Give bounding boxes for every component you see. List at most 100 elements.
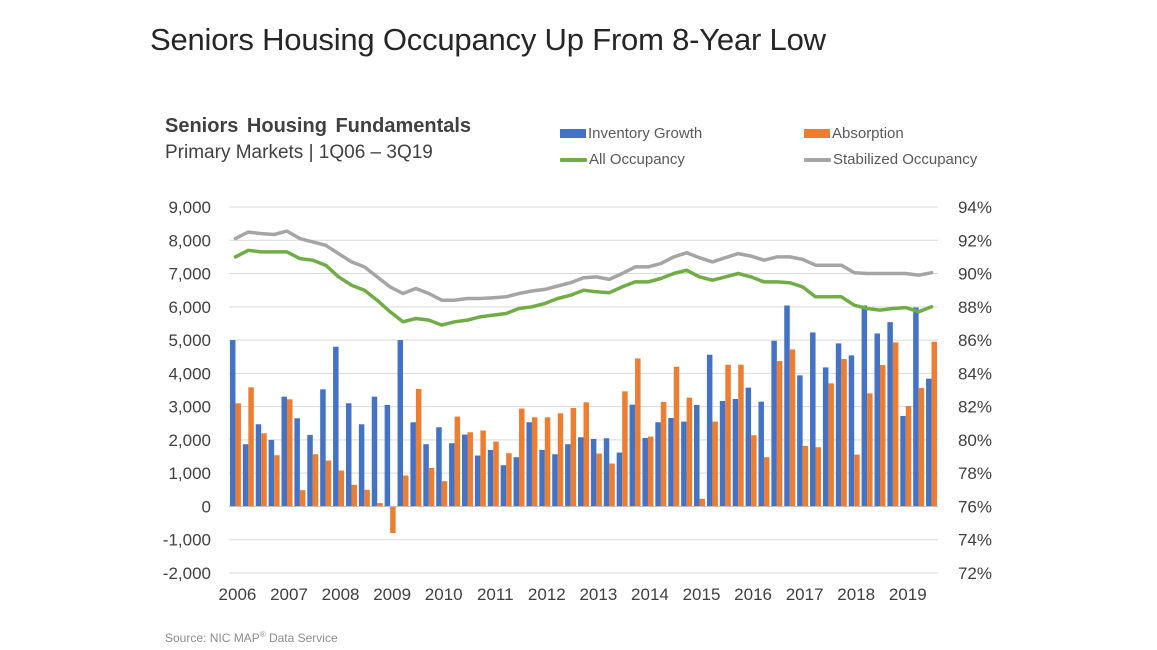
x-tick-label: 2015 — [683, 585, 721, 604]
bar-absorption — [248, 387, 254, 507]
bar-inventory-growth — [758, 401, 764, 507]
bar-inventory-growth — [423, 444, 429, 507]
bar-inventory-growth — [345, 403, 352, 507]
bar-absorption — [763, 457, 770, 507]
bar-absorption — [712, 421, 718, 507]
bar-inventory-growth — [629, 404, 636, 507]
y-left-tick-label: 7,000 — [168, 265, 211, 284]
x-tick-label: 2006 — [219, 585, 257, 604]
y-right-tick-label: 76% — [958, 497, 992, 516]
bar-inventory-growth — [539, 449, 545, 507]
bar-inventory-growth — [926, 378, 932, 507]
x-tick-label: 2014 — [631, 585, 669, 604]
bar-inventory-growth — [590, 438, 597, 507]
series-inventory-growth — [229, 305, 932, 507]
bar-absorption — [312, 454, 319, 507]
bar-absorption — [377, 503, 383, 507]
bar-inventory-growth — [887, 322, 893, 507]
bar-absorption — [892, 342, 899, 507]
bar-absorption — [609, 463, 615, 507]
bar-absorption — [519, 408, 525, 507]
bar-absorption — [841, 359, 847, 507]
bar-absorption — [673, 366, 680, 507]
y-left-tick-label: 1,000 — [168, 464, 211, 483]
bar-inventory-growth — [784, 305, 790, 507]
bar-inventory-growth — [371, 396, 378, 507]
bar-absorption — [583, 402, 589, 507]
bar-inventory-growth — [745, 387, 752, 507]
chart-title: Seniors Housing Fundamentals — [165, 115, 472, 137]
bar-inventory-growth — [603, 438, 610, 507]
legend-label-absorption: Absorption — [832, 125, 904, 142]
bar-inventory-growth — [642, 437, 648, 507]
bar-absorption — [867, 393, 873, 507]
y-right-tick-label: 84% — [958, 364, 992, 383]
bar-absorption — [725, 364, 731, 507]
y-left-tick-label: -1,000 — [163, 531, 211, 550]
bar-inventory-growth — [281, 396, 288, 507]
bar-inventory-growth — [449, 443, 455, 507]
bar-inventory-growth — [436, 427, 442, 507]
bar-absorption — [557, 413, 564, 507]
bar-inventory-growth — [307, 434, 313, 507]
bar-absorption — [441, 481, 448, 507]
y-right-tick-label: 78% — [958, 464, 992, 483]
bar-inventory-growth — [397, 340, 404, 507]
y-left-tick-label: 0 — [202, 497, 211, 516]
bar-absorption — [905, 405, 912, 507]
bar-absorption — [428, 467, 435, 507]
bar-inventory-growth — [552, 454, 558, 507]
bar-absorption — [596, 453, 602, 507]
bar-inventory-growth — [242, 444, 249, 507]
bar-inventory-growth — [410, 422, 416, 507]
bar-absorption — [544, 417, 551, 507]
series-absorption — [235, 341, 938, 534]
bar-inventory-growth — [771, 340, 777, 507]
bar-inventory-growth — [835, 343, 842, 507]
bar-inventory-growth — [848, 355, 855, 507]
bar-absorption — [918, 388, 925, 507]
bar-absorption — [454, 416, 461, 507]
bar-inventory-growth — [384, 404, 391, 507]
bar-inventory-growth — [655, 422, 661, 507]
legend-all-occupancy: All Occupancy — [560, 151, 685, 168]
x-tick-label: 2017 — [786, 585, 824, 604]
bar-inventory-growth — [565, 444, 571, 507]
bar-absorption — [828, 383, 834, 507]
bar-inventory-growth — [900, 415, 906, 507]
bar-inventory-growth — [333, 346, 339, 507]
bar-inventory-growth — [461, 434, 468, 507]
x-tick-label: 2007 — [270, 585, 308, 604]
legend-swatch-stabilized-occupancy — [804, 157, 831, 162]
y-axis-left: -2,000 -1,000 0 1,000 2,000 3,000 4,000 5,000 6,… — [163, 198, 211, 583]
bar-inventory-growth — [526, 422, 532, 507]
bar-inventory-growth — [681, 421, 687, 507]
y-left-tick-label: 5,000 — [168, 331, 211, 350]
bar-absorption — [879, 365, 886, 507]
bar-inventory-growth — [294, 418, 300, 507]
bar-absorption — [261, 433, 267, 507]
bar-inventory-growth — [268, 439, 275, 507]
bar-inventory-growth — [668, 417, 674, 507]
legend-inventory-growth: Inventory Growth — [560, 125, 702, 142]
y-right-tick-label: 82% — [958, 398, 992, 417]
legend-label-inventory-growth: Inventory Growth — [588, 125, 703, 142]
y-left-tick-label: 8,000 — [168, 231, 211, 250]
bar-absorption — [802, 445, 809, 507]
y-right-tick-label: 74% — [958, 531, 992, 550]
bar-inventory-growth — [513, 457, 520, 507]
y-left-tick-label: 4,000 — [168, 364, 211, 383]
bar-inventory-growth — [487, 449, 494, 507]
bar-inventory-growth — [358, 424, 365, 507]
bar-absorption — [325, 460, 332, 507]
bar-absorption — [789, 349, 796, 507]
legend-swatch-inventory-growth — [560, 129, 586, 138]
bar-absorption — [351, 484, 357, 507]
y-axis-right: 72% 74% 76% 78% 80% 82% 84% 86% 88% 90% 92% 94% — [958, 198, 992, 583]
x-tick-label: 2019 — [889, 585, 927, 604]
bar-inventory-growth — [706, 354, 713, 507]
bar-absorption — [854, 454, 860, 507]
bar-absorption — [403, 475, 409, 507]
